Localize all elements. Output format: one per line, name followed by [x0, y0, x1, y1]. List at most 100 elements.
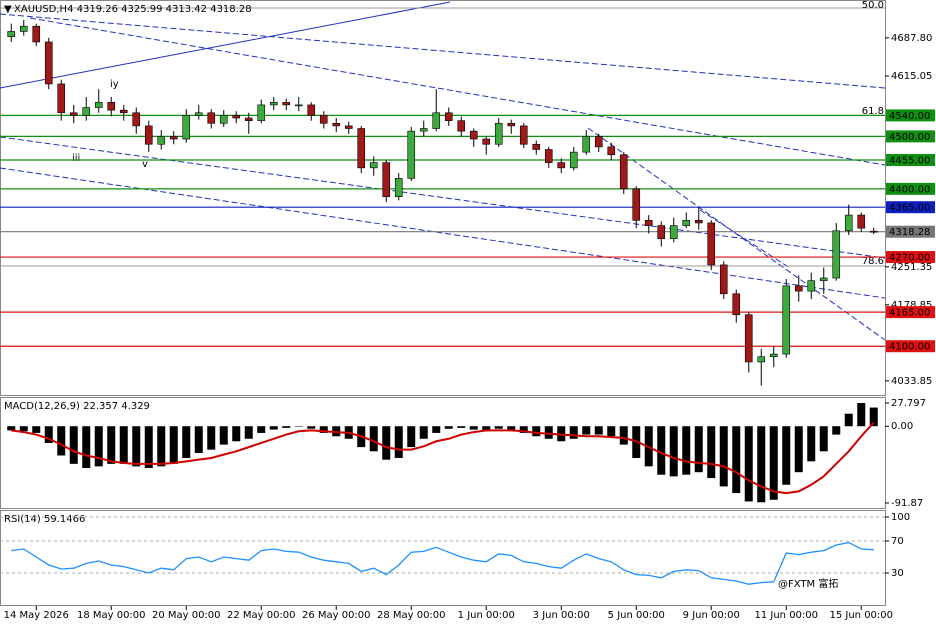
candle-body — [257, 104, 266, 121]
rsi-pane — [0, 510, 886, 606]
candle-body — [569, 151, 578, 169]
macd-bar — [782, 426, 791, 485]
main-pane — [0, 0, 886, 396]
candle-body — [132, 112, 141, 127]
candle-body — [432, 112, 441, 129]
candle-body — [69, 112, 78, 116]
macd-bar — [544, 426, 553, 439]
macd-bar — [594, 426, 603, 435]
macd-bar — [432, 426, 441, 433]
macd-bar — [507, 426, 516, 430]
candle-body — [94, 101, 103, 108]
x-tick-label: 20 May 00:00 — [152, 610, 221, 621]
level-label: 4540.00 — [889, 111, 930, 122]
macd-bar — [819, 426, 828, 452]
macd-bar — [794, 426, 803, 473]
macd-bar — [19, 426, 28, 432]
y-tick-label: -91.87 — [891, 498, 923, 509]
level-label-box — [886, 225, 935, 238]
level-label-box — [886, 340, 935, 353]
candle-body — [244, 117, 253, 121]
macd-bar — [744, 426, 753, 502]
level-label: 4500.00 — [889, 132, 930, 143]
candle-body — [782, 285, 791, 355]
candle-body — [794, 285, 803, 292]
trend-line — [0, 1, 451, 89]
macd-bar — [119, 426, 128, 464]
y-tick-label: 4687.80 — [891, 33, 932, 44]
signal-line — [11, 421, 875, 495]
macd-bar — [869, 407, 878, 427]
candle-body — [482, 138, 491, 145]
level-label-box — [886, 182, 935, 195]
candle-body — [307, 104, 316, 116]
candle-body — [107, 101, 116, 111]
fib-label: 61.8 — [862, 106, 884, 117]
level-label-box — [886, 251, 935, 264]
candle-body — [182, 115, 191, 140]
candle-body — [844, 214, 853, 232]
x-tick-label: 1 Jun 00:00 — [458, 610, 515, 621]
candle-body — [344, 125, 353, 129]
level-label-box — [886, 130, 935, 143]
level-label: 4365.00 — [889, 203, 930, 214]
y-tick-label: 100 — [891, 512, 910, 523]
trend-line — [0, 136, 886, 259]
candle-body — [619, 154, 628, 190]
macd-bar — [807, 426, 816, 462]
x-tick-label: 15 Jun 00:00 — [829, 610, 893, 621]
candle-body — [819, 277, 828, 281]
candle-body — [57, 83, 66, 114]
candle-body — [19, 25, 28, 32]
candle-body — [769, 353, 778, 358]
x-tick-label: 22 May 00:00 — [227, 610, 296, 621]
candle-body — [7, 31, 16, 38]
candle-body — [594, 136, 603, 148]
candle-body — [294, 104, 303, 107]
macd-bar — [307, 426, 316, 429]
candle-body — [832, 230, 841, 279]
macd-bar — [457, 426, 466, 428]
x-tick-label: 26 May 00:00 — [302, 610, 371, 621]
macd-bar — [169, 426, 178, 464]
macd-bar — [244, 426, 253, 439]
x-tick-label: 11 Jun 00:00 — [754, 610, 818, 621]
candle-body — [469, 130, 478, 140]
candle-body — [582, 136, 591, 153]
candle-body — [544, 149, 553, 163]
candle-body — [719, 264, 728, 295]
macd-bar — [469, 426, 478, 430]
candle-body — [169, 136, 178, 140]
macd-bar — [719, 426, 728, 487]
candle-body — [707, 222, 716, 266]
macd-bar — [607, 426, 616, 437]
macd-bar — [682, 426, 691, 475]
level-label-box — [886, 153, 935, 166]
candle-body — [369, 162, 378, 169]
macd-bar — [69, 426, 78, 464]
candle-body — [744, 314, 753, 363]
candle-body — [732, 293, 741, 316]
level-label: 4165.00 — [889, 308, 930, 319]
macd-bar — [257, 426, 266, 433]
candle-body — [282, 101, 291, 106]
macd-bar — [419, 426, 428, 439]
watermark: @FXTM 富拓 — [778, 577, 838, 590]
menu-icon[interactable]: ▼ — [4, 4, 12, 15]
macd-bar — [207, 426, 216, 450]
candle-body — [32, 25, 41, 43]
level-label-box — [886, 109, 935, 122]
macd-bar — [694, 426, 703, 473]
macd-bar — [294, 426, 303, 427]
macd-bar — [532, 426, 541, 437]
macd-bar — [732, 426, 741, 494]
macd-bar — [857, 403, 866, 427]
candle-body — [82, 107, 91, 116]
level-label-box — [886, 306, 935, 319]
candle-body — [669, 225, 678, 239]
macd-bar — [394, 426, 403, 458]
macd-bar — [382, 426, 391, 460]
candle-body — [357, 128, 366, 169]
